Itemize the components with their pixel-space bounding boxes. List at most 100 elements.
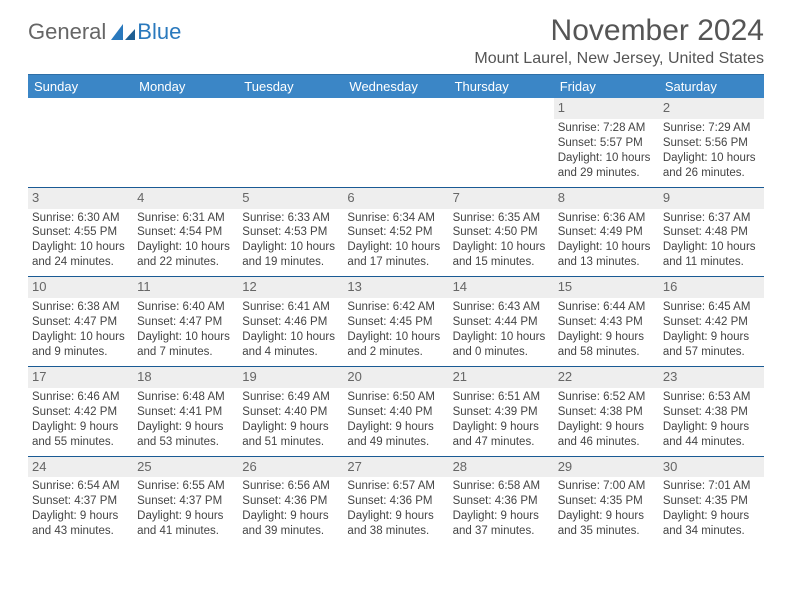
sunrise-text: Sunrise: 6:42 AM bbox=[347, 300, 444, 315]
day-number: 4 bbox=[133, 188, 238, 209]
week-row: 24Sunrise: 6:54 AMSunset: 4:37 PMDayligh… bbox=[28, 456, 764, 545]
sunset-text: Sunset: 4:54 PM bbox=[137, 225, 234, 240]
sunrise-text: Sunrise: 6:48 AM bbox=[137, 390, 234, 405]
sunset-text: Sunset: 5:56 PM bbox=[663, 136, 760, 151]
daylight1-text: Daylight: 9 hours bbox=[137, 509, 234, 524]
daylight2-text: and 26 minutes. bbox=[663, 166, 760, 181]
day-cell: 16Sunrise: 6:45 AMSunset: 4:42 PMDayligh… bbox=[659, 277, 764, 367]
daylight2-text: and 2 minutes. bbox=[347, 345, 444, 360]
daylight2-text: and 19 minutes. bbox=[242, 255, 339, 270]
day-number: 12 bbox=[238, 277, 343, 298]
sunrise-text: Sunrise: 6:46 AM bbox=[32, 390, 129, 405]
daylight2-text: and 0 minutes. bbox=[453, 345, 550, 360]
sunrise-text: Sunrise: 6:49 AM bbox=[242, 390, 339, 405]
day-number: 9 bbox=[659, 188, 764, 209]
daylight2-text: and 9 minutes. bbox=[32, 345, 129, 360]
daylight2-text: and 7 minutes. bbox=[137, 345, 234, 360]
sunset-text: Sunset: 5:57 PM bbox=[558, 136, 655, 151]
brand-logo: General Blue bbox=[28, 14, 181, 43]
day-number: 22 bbox=[554, 367, 659, 388]
daylight1-text: Daylight: 10 hours bbox=[453, 330, 550, 345]
daylight2-text: and 44 minutes. bbox=[663, 435, 760, 450]
weekday-header: Wednesday bbox=[343, 75, 448, 99]
day-number: 27 bbox=[343, 457, 448, 478]
weekday-header: Thursday bbox=[449, 75, 554, 99]
sunset-text: Sunset: 4:52 PM bbox=[347, 225, 444, 240]
sunrise-text: Sunrise: 6:54 AM bbox=[32, 479, 129, 494]
daylight1-text: Daylight: 9 hours bbox=[347, 509, 444, 524]
day-cell: 28Sunrise: 6:58 AMSunset: 4:36 PMDayligh… bbox=[449, 456, 554, 545]
day-cell: 3Sunrise: 6:30 AMSunset: 4:55 PMDaylight… bbox=[28, 187, 133, 277]
day-cell: 17Sunrise: 6:46 AMSunset: 4:42 PMDayligh… bbox=[28, 366, 133, 456]
daylight1-text: Daylight: 9 hours bbox=[242, 420, 339, 435]
daylight2-text: and 55 minutes. bbox=[32, 435, 129, 450]
sunrise-text: Sunrise: 6:40 AM bbox=[137, 300, 234, 315]
day-cell: 23Sunrise: 6:53 AMSunset: 4:38 PMDayligh… bbox=[659, 366, 764, 456]
day-number: 20 bbox=[343, 367, 448, 388]
daylight1-text: Daylight: 10 hours bbox=[32, 240, 129, 255]
daylight1-text: Daylight: 9 hours bbox=[242, 509, 339, 524]
day-cell: 10Sunrise: 6:38 AMSunset: 4:47 PMDayligh… bbox=[28, 277, 133, 367]
sunset-text: Sunset: 4:43 PM bbox=[558, 315, 655, 330]
sunset-text: Sunset: 4:37 PM bbox=[32, 494, 129, 509]
day-cell: 26Sunrise: 6:56 AMSunset: 4:36 PMDayligh… bbox=[238, 456, 343, 545]
sunrise-text: Sunrise: 6:53 AM bbox=[663, 390, 760, 405]
day-cell: . bbox=[28, 98, 133, 187]
daylight2-text: and 11 minutes. bbox=[663, 255, 760, 270]
day-cell: 30Sunrise: 7:01 AMSunset: 4:35 PMDayligh… bbox=[659, 456, 764, 545]
day-cell: 9Sunrise: 6:37 AMSunset: 4:48 PMDaylight… bbox=[659, 187, 764, 277]
daylight1-text: Daylight: 9 hours bbox=[347, 420, 444, 435]
sunrise-text: Sunrise: 6:41 AM bbox=[242, 300, 339, 315]
daylight1-text: Daylight: 9 hours bbox=[558, 330, 655, 345]
day-number: 1 bbox=[554, 98, 659, 119]
day-cell: 19 Sunrise: 6:49 AMSunset: 4:40 PMDayligh… bbox=[238, 366, 343, 456]
daylight1-text: Daylight: 10 hours bbox=[32, 330, 129, 345]
day-cell: 5Sunrise: 6:33 AMSunset: 4:53 PMDaylight… bbox=[238, 187, 343, 277]
sunset-text: Sunset: 4:36 PM bbox=[347, 494, 444, 509]
week-row: .....1Sunrise: 7:28 AMSunset: 5:57 PMDay… bbox=[28, 98, 764, 187]
daylight1-text: Daylight: 10 hours bbox=[137, 330, 234, 345]
sunrise-text: Sunrise: 6:38 AM bbox=[32, 300, 129, 315]
sunset-text: Sunset: 4:37 PM bbox=[137, 494, 234, 509]
sunset-text: Sunset: 4:47 PM bbox=[137, 315, 234, 330]
daylight2-text: and 43 minutes. bbox=[32, 524, 129, 539]
day-number: 19 bbox=[238, 367, 343, 388]
weekday-header: Saturday bbox=[659, 75, 764, 99]
sunset-text: Sunset: 4:48 PM bbox=[663, 225, 760, 240]
sunrise-text: Sunrise: 6:31 AM bbox=[137, 211, 234, 226]
daylight1-text: Daylight: 9 hours bbox=[558, 509, 655, 524]
daylight2-text: and 39 minutes. bbox=[242, 524, 339, 539]
sunset-text: Sunset: 4:36 PM bbox=[242, 494, 339, 509]
daylight2-text: and 22 minutes. bbox=[137, 255, 234, 270]
daylight2-text: and 15 minutes. bbox=[453, 255, 550, 270]
day-cell: 14Sunrise: 6:43 AMSunset: 4:44 PMDayligh… bbox=[449, 277, 554, 367]
sunset-text: Sunset: 4:38 PM bbox=[558, 405, 655, 420]
day-number: 16 bbox=[659, 277, 764, 298]
weekday-header: Friday bbox=[554, 75, 659, 99]
daylight1-text: Daylight: 9 hours bbox=[453, 509, 550, 524]
daylight2-text: and 17 minutes. bbox=[347, 255, 444, 270]
daylight1-text: Daylight: 10 hours bbox=[663, 240, 760, 255]
day-cell: 15Sunrise: 6:44 AMSunset: 4:43 PMDayligh… bbox=[554, 277, 659, 367]
daylight2-text: and 37 minutes. bbox=[453, 524, 550, 539]
sunset-text: Sunset: 4:44 PM bbox=[453, 315, 550, 330]
daylight1-text: Daylight: 9 hours bbox=[663, 330, 760, 345]
day-cell: 12Sunrise: 6:41 AMSunset: 4:46 PMDayligh… bbox=[238, 277, 343, 367]
day-cell: 21Sunrise: 6:51 AMSunset: 4:39 PMDayligh… bbox=[449, 366, 554, 456]
daylight2-text: and 24 minutes. bbox=[32, 255, 129, 270]
sunset-text: Sunset: 4:40 PM bbox=[242, 405, 339, 420]
sunrise-text: Sunrise: 6:56 AM bbox=[242, 479, 339, 494]
week-row: 17Sunrise: 6:46 AMSunset: 4:42 PMDayligh… bbox=[28, 366, 764, 456]
sunrise-text: Sunrise: 7:29 AM bbox=[663, 121, 760, 136]
day-number: 25 bbox=[133, 457, 238, 478]
sunset-text: Sunset: 4:55 PM bbox=[32, 225, 129, 240]
daylight1-text: Daylight: 9 hours bbox=[663, 509, 760, 524]
sunrise-text: Sunrise: 6:33 AM bbox=[242, 211, 339, 226]
daylight2-text: and 57 minutes. bbox=[663, 345, 760, 360]
day-cell: 20Sunrise: 6:50 AMSunset: 4:40 PMDayligh… bbox=[343, 366, 448, 456]
day-number: 28 bbox=[449, 457, 554, 478]
day-cell: 6Sunrise: 6:34 AMSunset: 4:52 PMDaylight… bbox=[343, 187, 448, 277]
sunset-text: Sunset: 4:42 PM bbox=[32, 405, 129, 420]
sunset-text: Sunset: 4:39 PM bbox=[453, 405, 550, 420]
sunset-text: Sunset: 4:35 PM bbox=[663, 494, 760, 509]
